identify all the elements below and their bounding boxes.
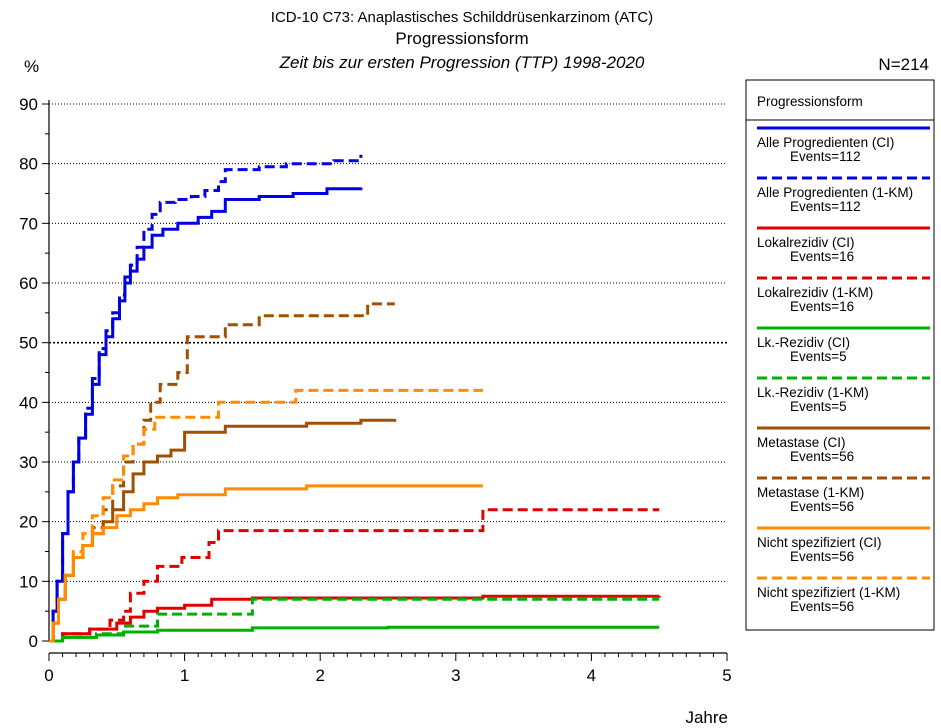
legend-title: Progressionsform — [757, 94, 863, 109]
series-line-metastase-ci — [49, 418, 397, 643]
legend-label: Lk.-Rezidiv (1-KM) — [757, 385, 869, 400]
x-tick-label: 2 — [315, 666, 324, 685]
legend-events: Events=56 — [790, 499, 854, 514]
series-lines — [49, 154, 661, 643]
legend-label: Nicht spezifiziert (CI) — [757, 535, 882, 550]
x-tick-label: 4 — [587, 666, 596, 685]
y-tick-label: 70 — [19, 214, 38, 233]
x-axis-label: Jahre — [685, 708, 728, 727]
x-tick-label: 0 — [44, 666, 53, 685]
legend-label: Metastase (CI) — [757, 435, 846, 450]
series-line-lokalrezidiv-ci — [49, 594, 661, 643]
series-line-lk-rezidiv-1-km — [49, 597, 660, 643]
x-tick-label: 1 — [180, 666, 189, 685]
legend-events: Events=112 — [790, 199, 861, 214]
sample-size-label: N=214 — [878, 55, 929, 74]
y-tick-label: 0 — [29, 632, 38, 651]
legend-events: Events=16 — [790, 299, 854, 314]
legend-events: Events=16 — [790, 249, 854, 264]
series-line-nicht-spezifiziert-1-km — [49, 388, 483, 643]
legend-label: Lokalrezidiv (1-KM) — [757, 285, 873, 300]
legend-box — [745, 79, 935, 631]
y-tick-label: 20 — [19, 513, 38, 532]
legend-events: Events=5 — [790, 399, 847, 414]
x-tick-label: 5 — [722, 666, 731, 685]
series-line-lokalrezidiv-1-km — [49, 508, 660, 643]
legend-label: Alle Progredienten (CI) — [757, 135, 894, 150]
chart-title-line1: ICD-10 C73: Anaplastisches Schilddrüsenk… — [271, 9, 653, 26]
legend: Progressionsform Alle Progredienten (CI)… — [745, 79, 935, 631]
legend-label: Lk.-Rezidiv (CI) — [757, 335, 850, 350]
series-line-alle-progredienten-ci — [49, 187, 363, 643]
series-line-lk-rezidiv-ci — [49, 625, 660, 643]
y-tick-label: 90 — [19, 95, 38, 114]
y-unit-label: % — [24, 57, 39, 76]
legend-label: Alle Progredienten (1-KM) — [757, 185, 913, 200]
x-tick-label: 3 — [451, 666, 460, 685]
y-tick-label: 80 — [19, 155, 38, 174]
y-tick-label: 50 — [19, 334, 38, 353]
series-line-alle-progredienten-1-km — [49, 154, 363, 643]
legend-events: Events=56 — [790, 599, 854, 614]
y-tick-label: 60 — [19, 274, 38, 293]
chart-title-line2: Progressionsform — [395, 29, 528, 48]
series-line-nicht-spezifiziert-ci — [49, 484, 483, 643]
y-tick-label: 30 — [19, 453, 38, 472]
legend-events: Events=56 — [790, 449, 854, 464]
legend-label: Metastase (1-KM) — [757, 485, 864, 500]
legend-events: Events=56 — [790, 549, 854, 564]
axes: 0 10 20 30 40 50 60 70 80 90 0 1 2 3 4 5 — [19, 95, 732, 685]
y-tick-label: 40 — [19, 393, 38, 412]
legend-events: Events=5 — [790, 349, 847, 364]
legend-label: Nicht spezifiziert (1-KM) — [757, 585, 900, 600]
grid-lines — [49, 103, 727, 582]
legend-label: Lokalrezidiv (CI) — [757, 235, 855, 250]
y-tick-label: 10 — [19, 572, 38, 591]
legend-events: Events=112 — [790, 149, 861, 164]
chart-subtitle: Zeit bis zur ersten Progression (TTP) 19… — [279, 53, 645, 72]
